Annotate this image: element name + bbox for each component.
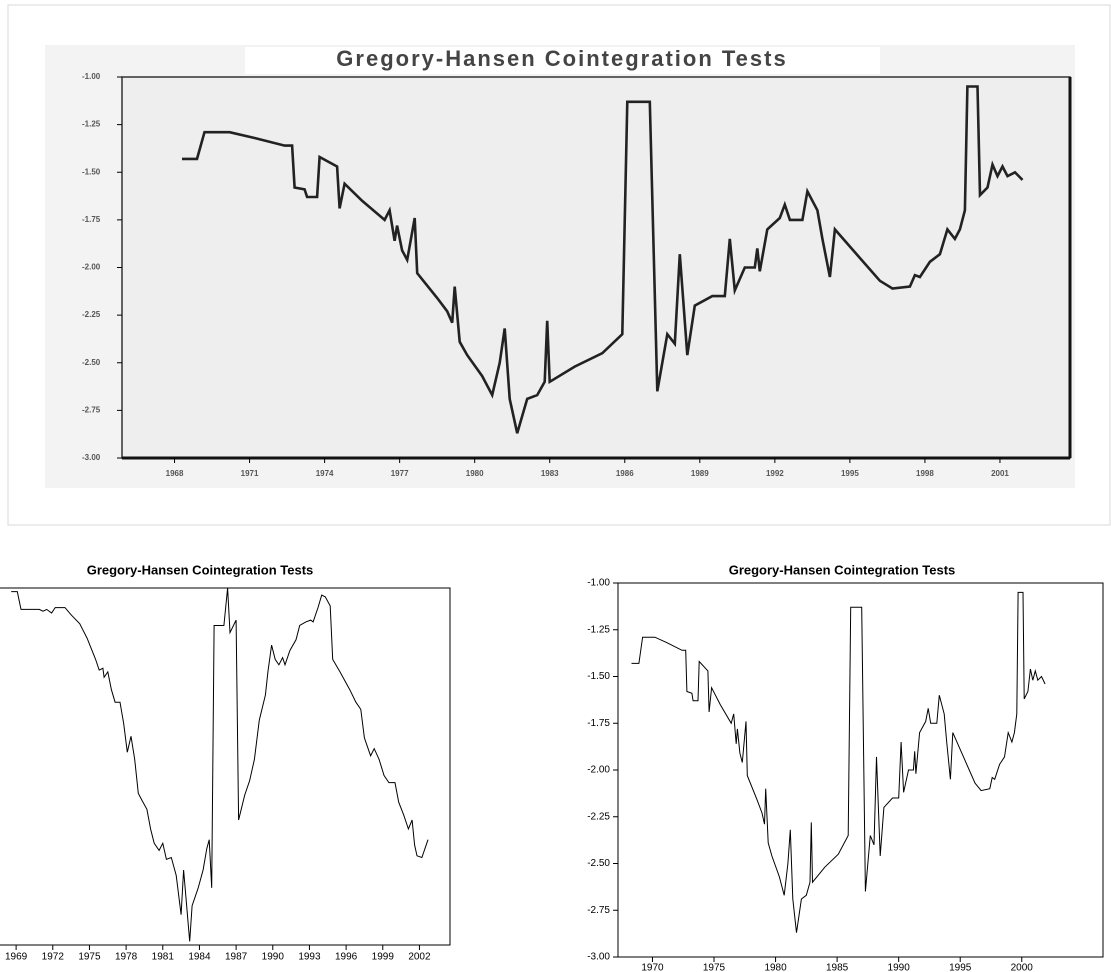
data-line bbox=[631, 591, 1046, 933]
y-tick-label: -2.00 bbox=[587, 765, 610, 776]
plot-area bbox=[617, 582, 1104, 958]
y-tick-label: -1.25 bbox=[587, 624, 610, 635]
y-tick-label: -1.25 bbox=[82, 120, 101, 129]
y-tick-label: -2.00 bbox=[82, 263, 101, 272]
x-tick-label: 2001 bbox=[991, 469, 1009, 478]
x-tick-label: 2000 bbox=[1011, 963, 1034, 972]
data-line bbox=[182, 85, 1024, 434]
y-tick-label: -2.75 bbox=[587, 905, 610, 916]
y-tick-label: -1.50 bbox=[82, 167, 101, 176]
x-tick-label: 1990 bbox=[262, 952, 285, 963]
x-tick-label: 1995 bbox=[841, 469, 859, 478]
x-tick-label: 1984 bbox=[188, 952, 211, 963]
x-tick-label: 1969 bbox=[5, 952, 28, 963]
x-tick-label: 1974 bbox=[316, 469, 334, 478]
x-tick-label: 1972 bbox=[42, 952, 65, 963]
y-tick-label: -1.75 bbox=[587, 718, 610, 729]
x-tick-label: 1970 bbox=[641, 963, 664, 972]
plot-area bbox=[121, 76, 1071, 459]
x-tick-label: 1987 bbox=[225, 952, 248, 963]
y-tick-label: -1.75 bbox=[82, 215, 101, 224]
y-tick-label: -2.25 bbox=[82, 310, 101, 319]
y-tick-label: -2.75 bbox=[82, 405, 101, 414]
x-tick-label: 1971 bbox=[241, 469, 259, 478]
data-line bbox=[11, 587, 429, 942]
x-tick-label: 1980 bbox=[764, 963, 787, 972]
y-tick-label: -2.50 bbox=[587, 858, 610, 869]
chart-title: Gregory-Hansen Cointegration Tests bbox=[336, 46, 787, 71]
x-tick-label: 1999 bbox=[372, 952, 395, 963]
x-tick-label: 1968 bbox=[166, 469, 184, 478]
x-tick-label: 1981 bbox=[152, 952, 175, 963]
top-title-box bbox=[245, 47, 880, 74]
y-tick-label: -2.50 bbox=[82, 358, 101, 367]
y-tick-label: -3.00 bbox=[82, 453, 101, 462]
y-tick-label: -2.25 bbox=[587, 811, 610, 822]
y-tick-label: -1.00 bbox=[587, 578, 610, 589]
x-tick-label: 1975 bbox=[703, 963, 726, 972]
y-tick-label: -1.00 bbox=[82, 72, 101, 81]
x-tick-label: 1989 bbox=[691, 469, 709, 478]
x-tick-label: 1992 bbox=[766, 469, 784, 478]
x-tick-label: 1990 bbox=[888, 963, 911, 972]
chart-title: Gregory-Hansen Cointegration Tests bbox=[729, 562, 956, 577]
plot-area bbox=[0, 587, 451, 946]
x-tick-label: 1983 bbox=[541, 469, 559, 478]
x-tick-label: 1978 bbox=[115, 952, 138, 963]
x-tick-label: 1985 bbox=[826, 963, 849, 972]
x-tick-label: 1996 bbox=[335, 952, 358, 963]
chart-title: Gregory-Hansen Cointegration Tests bbox=[87, 562, 314, 577]
x-tick-label: 2002 bbox=[408, 952, 431, 963]
x-tick-label: 1980 bbox=[466, 469, 484, 478]
x-tick-label: 1977 bbox=[391, 469, 409, 478]
x-tick-label: 1975 bbox=[78, 952, 101, 963]
x-tick-label: 1998 bbox=[916, 469, 934, 478]
x-tick-label: 1986 bbox=[616, 469, 634, 478]
x-tick-label: 1993 bbox=[298, 952, 321, 963]
y-tick-label: -3.00 bbox=[587, 952, 610, 963]
x-tick-label: 1995 bbox=[949, 963, 972, 972]
y-tick-label: -1.50 bbox=[587, 671, 610, 682]
